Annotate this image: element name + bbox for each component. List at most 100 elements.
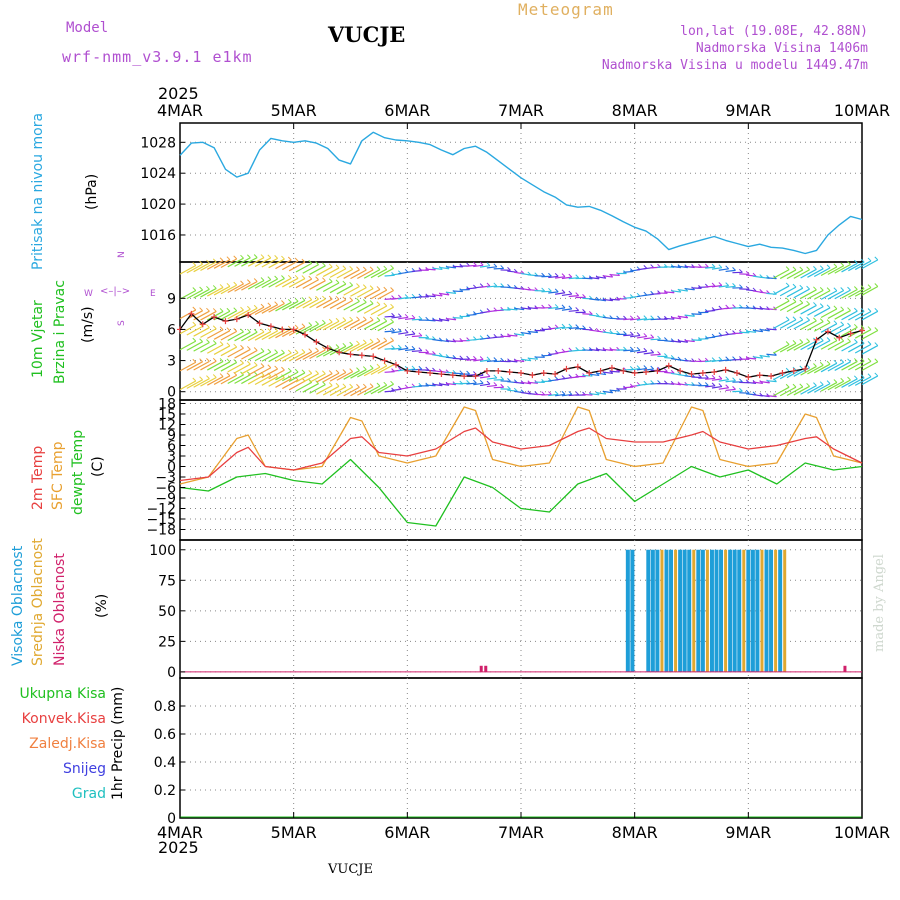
wind-arrow-head	[739, 378, 743, 383]
wind-arrow-head	[874, 342, 879, 346]
wind-arrow	[179, 309, 197, 320]
wind-arrow	[630, 349, 641, 353]
wind-arrow	[432, 294, 443, 297]
wind-speed-marker	[256, 320, 263, 327]
wind-arrow-head	[315, 347, 319, 352]
wind-arrow-head	[212, 357, 217, 362]
wind-speed-marker	[324, 345, 331, 352]
wind-arrow-head	[561, 304, 566, 309]
wind-arrow	[479, 265, 491, 268]
wind-arrow-head	[287, 298, 292, 303]
wind-arrow-head	[418, 365, 423, 370]
wind-arrow-head	[819, 303, 824, 307]
wind-arrow-head	[219, 326, 224, 331]
wind-arrow-head	[847, 261, 851, 265]
wind-arrow-head	[548, 391, 552, 395]
wind-arrow	[384, 390, 395, 393]
wind-arrow-head	[773, 326, 777, 331]
wind-arrow-head	[274, 275, 278, 280]
wind-arrow-head	[356, 283, 360, 287]
wind-speed-marker	[529, 372, 536, 379]
wind-arrow	[752, 307, 763, 310]
wind-arrow-head	[260, 254, 265, 258]
wind-arrow-head	[226, 282, 231, 287]
wind-arrow	[439, 339, 450, 343]
wind-arrow	[282, 300, 299, 311]
wind-arrow-head	[199, 376, 203, 381]
wind-arrow	[200, 310, 217, 321]
wind-speed-marker	[802, 365, 809, 372]
wind-arrow	[220, 361, 238, 372]
wind-arrow	[541, 275, 552, 278]
wind-arrow	[384, 274, 395, 277]
wind-arrow	[343, 300, 360, 311]
wind-arrow	[555, 393, 566, 397]
wind-arrow-head	[718, 356, 723, 361]
wind-arrow	[398, 316, 409, 320]
wind-arrow	[725, 269, 736, 273]
wind-arrow	[363, 288, 381, 299]
wind-arrow	[813, 340, 831, 350]
wind-arrow-head	[616, 330, 620, 335]
wind-arrow	[711, 284, 722, 288]
wind-arrow	[241, 280, 258, 291]
pressure-line	[179, 131, 863, 255]
wind-arrow	[541, 393, 552, 396]
wind-arrow	[827, 290, 844, 300]
wind-arrow	[370, 384, 388, 395]
wind-arrow	[677, 315, 688, 319]
wind-arrow-head	[281, 275, 285, 279]
wind-arrow-head	[486, 380, 491, 385]
wind-arrow-head	[411, 365, 416, 370]
wind-arrow	[589, 373, 600, 377]
wind-arrow	[766, 353, 777, 356]
wind-arrow-head	[500, 376, 505, 380]
wind-arrow-head	[206, 285, 210, 290]
wind-arrow-head	[459, 355, 464, 360]
wind-arrow	[425, 319, 436, 322]
wind-arrow	[432, 267, 443, 271]
wind-speed-marker	[449, 372, 456, 379]
wind-arrow	[800, 304, 817, 315]
wind-arrow	[800, 320, 817, 331]
wind-arrow-head	[650, 349, 655, 353]
wind-arrow	[254, 367, 272, 377]
wind-arrow-head	[479, 335, 484, 339]
temp-2m-line	[179, 427, 863, 482]
wind-arrow	[432, 319, 443, 322]
model-altitude-label: Nadmorska Visina u modelu 1449.47m	[601, 58, 868, 73]
wind-arrow-head	[752, 287, 757, 292]
wind-arrow-head	[362, 284, 367, 288]
temp2m-axis-label: 2m Temp	[30, 445, 46, 510]
mid-cloud-axis-label: Srednja Oblacnost	[30, 538, 46, 666]
wind-arrow	[854, 310, 872, 321]
wind-arrow-head	[390, 318, 394, 323]
cloud-bar	[682, 549, 687, 672]
wind-arrow-head	[840, 359, 845, 363]
wind-arrow-head	[718, 383, 723, 387]
wind-arrow-head	[867, 308, 872, 312]
wind-arrow	[820, 323, 838, 333]
wind-arrow	[670, 316, 682, 320]
wind-arrow	[691, 339, 702, 341]
wind-arrow	[820, 340, 838, 350]
wind-arrow-head	[260, 363, 265, 367]
wind-speed-marker	[768, 373, 775, 380]
wind-speed-marker	[199, 321, 206, 328]
wind-speed-marker	[483, 367, 490, 374]
wind-speed-marker	[563, 365, 570, 372]
wind-arrow-head	[473, 379, 477, 384]
wind-arrow-head	[629, 315, 634, 320]
wind-arrow-head	[554, 304, 559, 308]
wind-arrow-head	[301, 275, 306, 279]
wind-arrow-head	[335, 264, 340, 269]
wind-arrow-head	[561, 273, 566, 278]
y-tick-label: 1024	[140, 166, 176, 182]
wind-speed-marker	[836, 334, 843, 341]
y-tick-label: 3	[167, 449, 176, 465]
wind-arrow	[282, 277, 299, 288]
wind-speed-marker	[427, 370, 434, 377]
wind-arrow	[555, 326, 566, 330]
wind-arrow	[316, 321, 333, 332]
wind-speed-marker	[756, 372, 763, 379]
